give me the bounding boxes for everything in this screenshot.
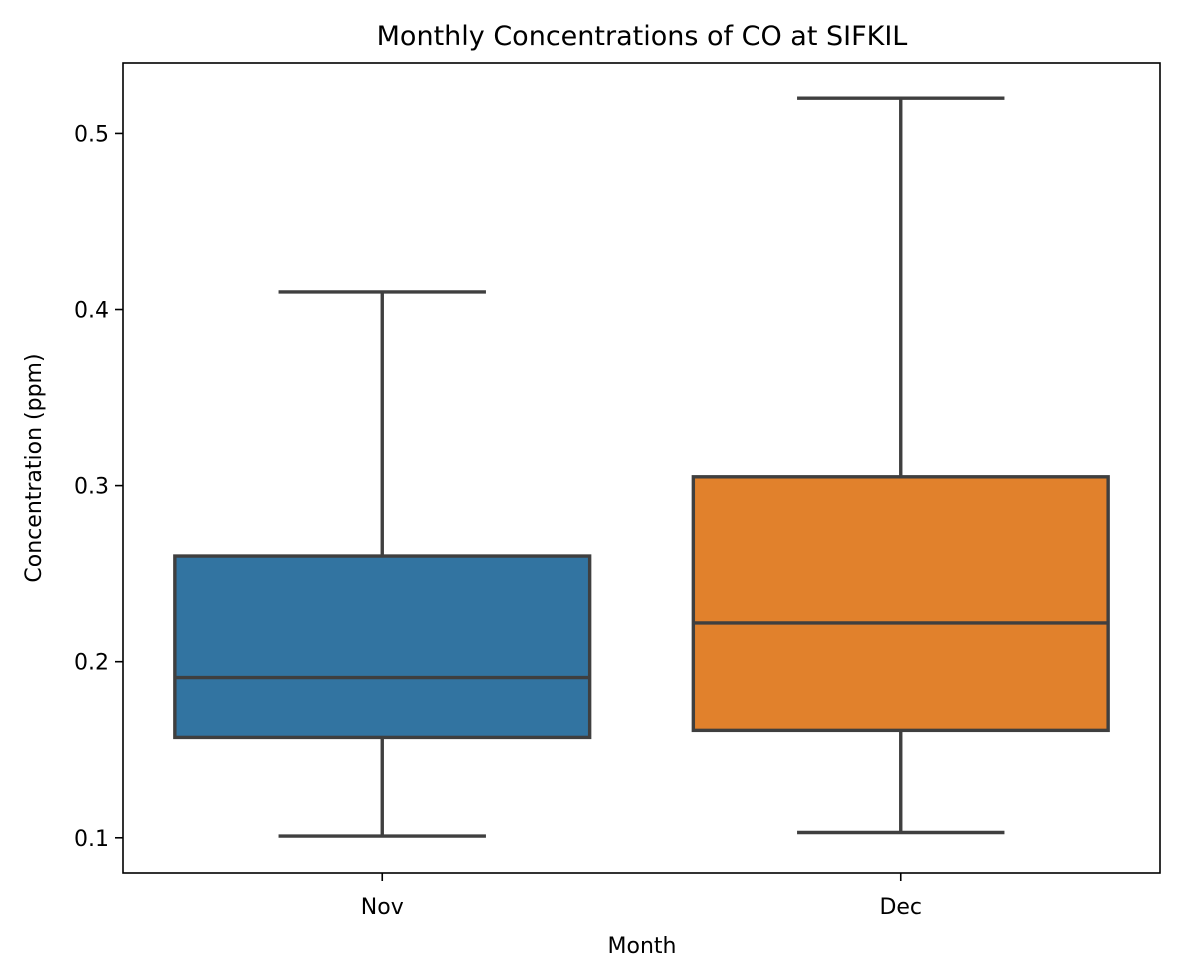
y-tick-label: 0.5 [74, 122, 109, 147]
plot-frame [122, 62, 1161, 874]
x-tick-label: Nov [361, 895, 404, 920]
y-tick-label: 0.4 [74, 299, 109, 324]
x-axis: Nov Dec [361, 873, 922, 920]
iqr-box-nov [173, 554, 592, 740]
box-dec [691, 96, 1110, 835]
boxes-layer [173, 96, 1110, 838]
y-axis: 0.1 0.2 0.3 0.4 0.5 [74, 122, 123, 852]
chart-title: Monthly Concentrations of CO at SIFKIL [377, 21, 908, 52]
y-tick-label: 0.1 [74, 827, 109, 852]
box-nov [173, 290, 592, 838]
y-tick-label: 0.3 [74, 475, 109, 500]
iqr-box-dec [691, 475, 1110, 733]
x-tick-label: Dec [879, 895, 922, 920]
y-axis-label: Concentration (ppm) [22, 353, 47, 582]
y-tick-label: 0.2 [74, 651, 109, 676]
x-axis-label: Month [608, 934, 677, 959]
